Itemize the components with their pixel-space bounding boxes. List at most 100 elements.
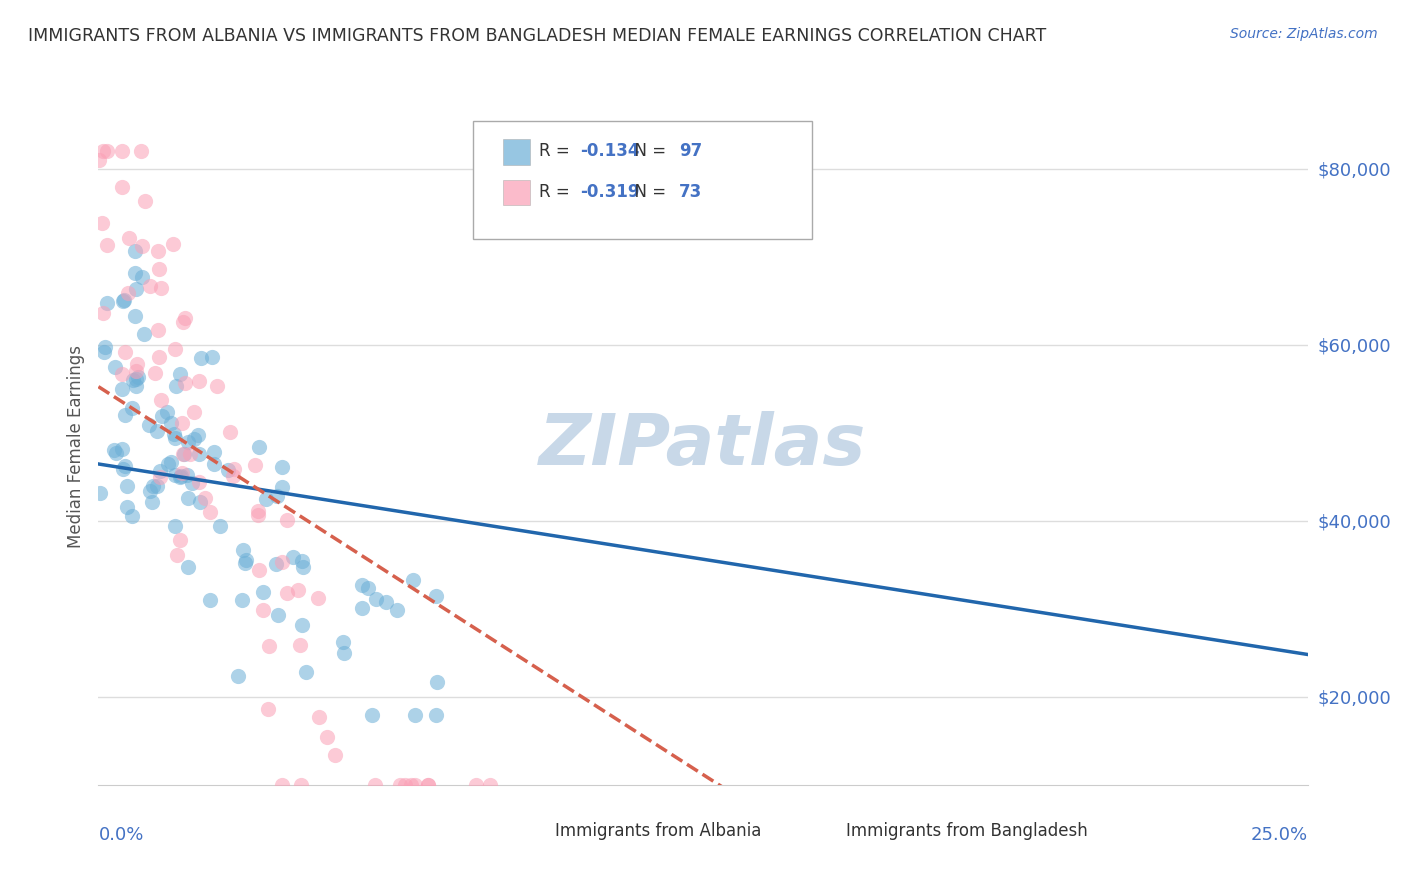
Immigrants from Bangladesh — [247, 563, 270, 577]
Immigrants from Albania — [111, 293, 134, 308]
Immigrants from Albania — [170, 469, 193, 483]
FancyBboxPatch shape — [474, 120, 811, 239]
Text: ZIPatlas: ZIPatlas — [540, 411, 866, 481]
Immigrants from Albania — [217, 463, 239, 477]
Immigrants from Bangladesh — [222, 468, 245, 483]
Immigrants from Bangladesh — [131, 144, 153, 158]
Immigrants from Bangladesh — [247, 508, 270, 523]
Immigrants from Albania — [163, 431, 186, 445]
Immigrants from Albania — [202, 457, 225, 471]
Immigrants from Bangladesh — [165, 342, 187, 356]
FancyBboxPatch shape — [811, 822, 838, 843]
Immigrants from Albania — [131, 270, 153, 285]
Immigrants from Bangladesh — [287, 582, 309, 597]
Immigrants from Albania — [163, 519, 186, 533]
Immigrants from Bangladesh — [166, 548, 188, 562]
Immigrants from Albania — [89, 485, 111, 500]
Immigrants from Bangladesh — [150, 393, 173, 408]
Immigrants from Bangladesh — [394, 778, 416, 792]
Immigrants from Albania — [190, 494, 212, 508]
Immigrants from Albania — [254, 491, 277, 506]
Immigrants from Albania — [190, 351, 212, 365]
Y-axis label: Median Female Earnings: Median Female Earnings — [66, 344, 84, 548]
Immigrants from Bangladesh — [222, 462, 245, 476]
Immigrants from Albania — [103, 443, 125, 458]
Immigrants from Bangladesh — [148, 351, 170, 365]
Immigrants from Bangladesh — [127, 357, 149, 371]
Immigrants from Bangladesh — [316, 730, 339, 744]
Immigrants from Albania — [374, 595, 396, 609]
Immigrants from Bangladesh — [271, 556, 294, 570]
Immigrants from Albania — [333, 646, 356, 660]
Immigrants from Bangladesh — [111, 367, 134, 381]
Immigrants from Albania — [142, 478, 165, 492]
Immigrants from Albania — [111, 382, 134, 396]
Immigrants from Bangladesh — [96, 238, 118, 252]
Immigrants from Bangladesh — [271, 778, 294, 792]
Immigrants from Albania — [264, 557, 287, 571]
Immigrants from Albania — [176, 468, 198, 483]
Immigrants from Albania — [187, 428, 209, 442]
Immigrants from Bangladesh — [143, 366, 166, 380]
Immigrants from Bangladesh — [308, 710, 330, 724]
Immigrants from Albania — [267, 608, 290, 623]
Immigrants from Albania — [357, 582, 380, 596]
Immigrants from Bangladesh — [134, 194, 156, 208]
Immigrants from Bangladesh — [183, 405, 205, 419]
Immigrants from Albania — [165, 379, 187, 393]
Immigrants from Albania — [291, 618, 314, 632]
Immigrants from Albania — [292, 560, 315, 574]
Immigrants from Albania — [160, 455, 183, 469]
Immigrants from Bangladesh — [187, 374, 209, 388]
Immigrants from Albania — [425, 589, 447, 603]
Immigrants from Albania — [181, 476, 204, 491]
Immigrants from Albania — [114, 408, 136, 422]
FancyBboxPatch shape — [503, 179, 530, 205]
Text: Source: ZipAtlas.com: Source: ZipAtlas.com — [1230, 27, 1378, 41]
Immigrants from Bangladesh — [111, 144, 134, 158]
Immigrants from Albania — [247, 440, 270, 454]
Text: -0.134: -0.134 — [579, 142, 640, 160]
Immigrants from Albania — [173, 447, 195, 461]
Immigrants from Albania — [360, 707, 382, 722]
Immigrants from Bangladesh — [96, 145, 118, 159]
Immigrants from Bangladesh — [146, 322, 169, 336]
Immigrants from Albania — [96, 296, 118, 310]
Immigrants from Albania — [111, 461, 134, 475]
Immigrants from Albania — [114, 458, 136, 473]
Immigrants from Albania — [127, 370, 149, 384]
Immigrants from Bangladesh — [124, 364, 146, 378]
Immigrants from Bangladesh — [325, 747, 347, 762]
Immigrants from Bangladesh — [259, 640, 281, 654]
Immigrants from Bangladesh — [87, 153, 110, 167]
Immigrants from Bangladesh — [118, 231, 141, 245]
Immigrants from Bangladesh — [198, 504, 221, 518]
Immigrants from Albania — [291, 554, 314, 568]
Immigrants from Bangladesh — [172, 467, 194, 481]
Immigrants from Albania — [252, 584, 274, 599]
Immigrants from Albania — [281, 549, 304, 564]
Immigrants from Albania — [125, 379, 148, 393]
Immigrants from Bangladesh — [401, 778, 423, 792]
Immigrants from Albania — [183, 432, 205, 446]
Immigrants from Bangladesh — [307, 591, 329, 606]
Immigrants from Albania — [138, 418, 160, 433]
Immigrants from Bangladesh — [388, 778, 411, 792]
Immigrants from Albania — [231, 592, 253, 607]
Immigrants from Albania — [156, 405, 179, 419]
Immigrants from Albania — [202, 444, 225, 458]
Immigrants from Albania — [426, 674, 449, 689]
Immigrants from Bangladesh — [162, 236, 184, 251]
Text: -0.319: -0.319 — [579, 183, 640, 201]
Immigrants from Albania — [226, 669, 249, 683]
Immigrants from Bangladesh — [256, 702, 278, 716]
Text: R =: R = — [538, 142, 575, 160]
Immigrants from Bangladesh — [418, 778, 440, 792]
Immigrants from Albania — [105, 445, 128, 459]
Immigrants from Albania — [404, 707, 426, 722]
Immigrants from Albania — [104, 360, 127, 375]
Immigrants from Bangladesh — [149, 470, 172, 484]
Immigrants from Albania — [121, 508, 143, 523]
Immigrants from Albania — [187, 447, 209, 461]
Immigrants from Bangladesh — [146, 244, 169, 258]
